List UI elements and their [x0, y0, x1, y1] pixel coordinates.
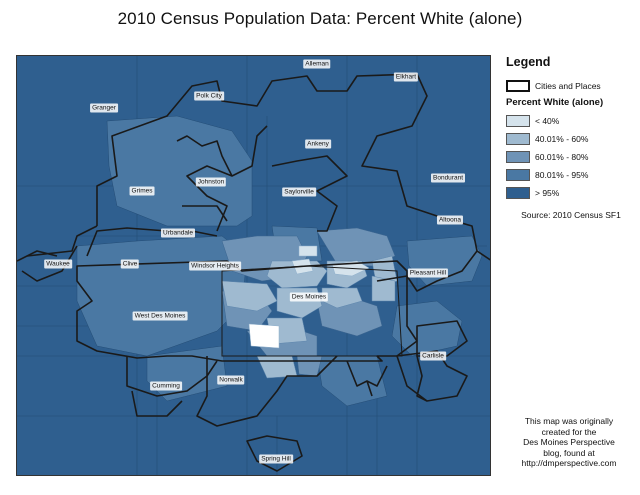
place-label-west-des-moines: West Des Moines [132, 311, 188, 321]
source-note: Source: 2010 Census SF1 [521, 210, 621, 220]
place-label-cumming: Cumming [150, 381, 182, 391]
choropleth-map[interactable]: Alleman Elkhart Polk City Granger Ankeny… [16, 55, 491, 476]
legend-class-label: 60.01% - 80% [535, 152, 589, 162]
tract-unpopulated [248, 323, 280, 349]
legend-class-label: < 40% [535, 116, 560, 126]
legend-row-class: > 95% [506, 184, 636, 202]
place-label-polk-city: Polk City [194, 91, 224, 101]
credit-line: created for the [541, 426, 597, 437]
place-label-granger: Granger [90, 103, 118, 113]
place-label-pleasant-hill: Pleasant Hill [407, 268, 449, 278]
place-label-grimes: Grimes [129, 186, 155, 196]
legend: Legend Cities and Places Percent White (… [506, 55, 636, 202]
legend-class-label: 40.01% - 60% [535, 134, 589, 144]
place-label-des-moines: Des Moines [289, 292, 329, 302]
place-label-elkhart: Elkhart [393, 72, 419, 82]
legend-row-class: 40.01% - 60% [506, 130, 636, 148]
place-label-windsor-heights: Windsor Heights [189, 261, 241, 271]
legend-row-class: < 40% [506, 112, 636, 130]
legend-row-class: 60.01% - 80% [506, 148, 636, 166]
legend-class-label: 80.01% - 95% [535, 170, 589, 180]
legend-row-class: 80.01% - 95% [506, 166, 636, 184]
legend-swatch [506, 115, 530, 127]
legend-swatch [506, 151, 530, 163]
credit-note: This map was originally created for the … [506, 416, 632, 469]
credit-line: http://dmperspective.com [521, 458, 617, 468]
place-label-saylorville: Saylorville [282, 187, 316, 197]
place-label-johnston: Johnston [195, 177, 227, 187]
legend-outline-swatch [506, 80, 530, 92]
legend-outline-label: Cities and Places [535, 81, 601, 91]
credit-line: This map was originally [524, 416, 614, 426]
place-label-carlisle: Carlisle [420, 351, 446, 361]
des-moines-core-boundary [221, 265, 403, 357]
credit-line: Des Moines Perspective [523, 437, 615, 447]
map-canvas [17, 56, 490, 475]
place-label-clive: Clive [120, 259, 140, 269]
legend-row-cities: Cities and Places [506, 77, 636, 95]
place-label-ankeny: Ankeny [305, 139, 331, 149]
credit-line: blog, found at [543, 447, 595, 458]
place-label-alleman: Alleman [303, 59, 331, 69]
legend-classes: < 40% 40.01% - 60% 60.01% - 80% 80.01% - 95… [506, 112, 636, 202]
place-label-bondurant: Bondurant [431, 173, 465, 183]
place-label-waukee: Waukee [44, 259, 72, 269]
legend-class-label: > 95% [535, 188, 560, 198]
legend-swatch [506, 187, 530, 199]
place-label-altoona: Altoona [436, 215, 464, 225]
legend-swatch [506, 169, 530, 181]
legend-title: Legend [506, 55, 551, 69]
map-title: 2010 Census Population Data: Percent Whi… [117, 9, 523, 28]
place-label-urbandale: Urbandale [161, 228, 195, 238]
place-label-norwalk: Norwalk [217, 375, 245, 385]
place-label-spring-hill: Spring Hill [259, 454, 293, 464]
legend-swatch [506, 133, 530, 145]
legend-subtitle: Percent White (alone) [506, 97, 604, 108]
